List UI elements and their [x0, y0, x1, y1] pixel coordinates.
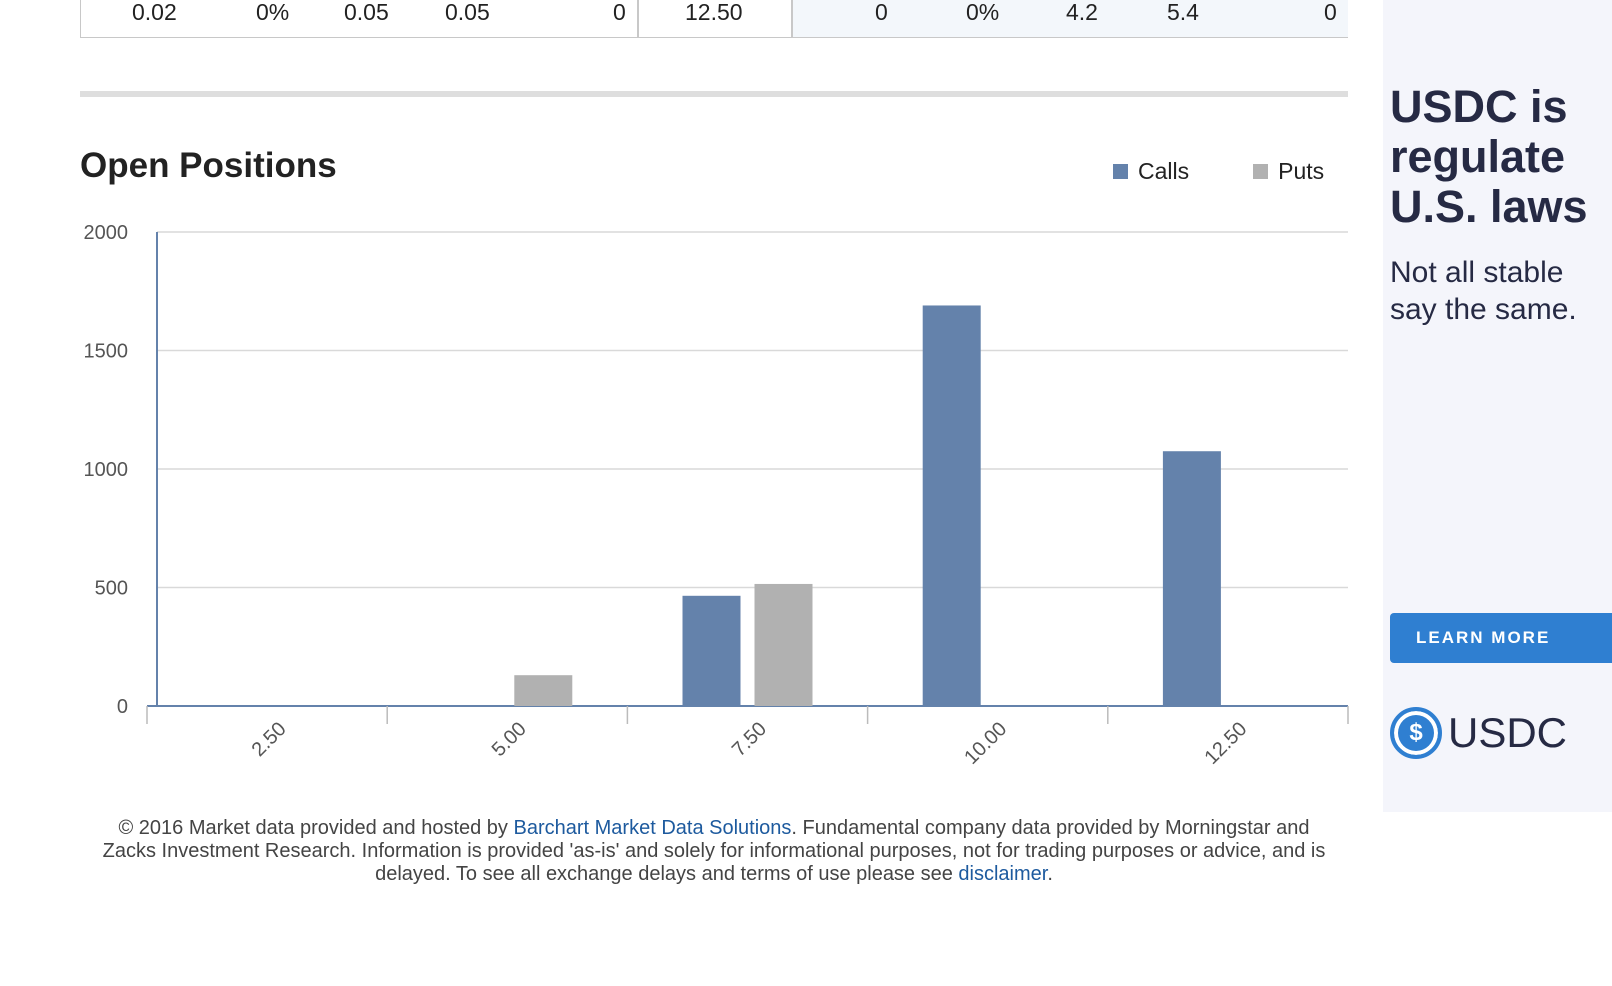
legend-label-calls: Calls: [1138, 158, 1190, 184]
table-cell: 0: [875, 0, 888, 25]
legend-label-puts: Puts: [1278, 158, 1325, 184]
y-tick-label: 1000: [84, 459, 129, 481]
x-tick-label: 12.50: [1200, 718, 1251, 769]
y-tick-label: 500: [95, 578, 128, 600]
bar-calls: [922, 305, 981, 706]
table-cell: 0: [613, 0, 626, 25]
learn-more-button[interactable]: LEARN MORE: [1390, 613, 1612, 663]
ad-logo-text: USDC: [1448, 709, 1568, 756]
table-separator: [637, 0, 639, 37]
bar-puts: [754, 583, 813, 706]
table-cell: 0.02: [132, 0, 177, 25]
ad-logo: $ USDC: [1390, 707, 1567, 759]
x-tick-label: 2.50: [248, 718, 291, 761]
ad-subtext: Not all stable say the same.: [1390, 256, 1577, 326]
legend-item-calls[interactable]: Calls: [1113, 158, 1189, 185]
footer-text: .: [1047, 863, 1053, 885]
x-tick-label: 10.00: [960, 718, 1011, 769]
ad-headline: USDC is regulate U.S. laws: [1390, 81, 1588, 232]
bar-calls: [682, 595, 741, 706]
footer-text: . Fundamental company data provided by M…: [102, 817, 1326, 885]
options-table-row: 0.02 0% 0.05 0.05 0 12.50 0 0% 4.2 5.4 0: [80, 0, 1348, 38]
legend-swatch-puts: [1253, 164, 1269, 179]
table-cell: 0%: [966, 0, 1000, 25]
table-cell: 4.2: [1066, 0, 1098, 25]
dollar-coin-icon: $: [1390, 707, 1442, 759]
table-cell: 0.05: [445, 0, 490, 25]
dollar-symbol: $: [1409, 719, 1423, 746]
legend-item-puts[interactable]: Puts: [1253, 158, 1324, 185]
bar-calls: [1162, 451, 1221, 706]
table-cell: 5.4: [1167, 0, 1199, 25]
table-separator: [791, 0, 793, 37]
open-positions-chart: 0 500 1000 1500 2000 2.50 5.00 7.50 10.00 12.50: [84, 222, 1349, 769]
y-tick-label: 2000: [84, 222, 129, 244]
section-title: Open Positions: [80, 146, 337, 185]
y-tick-label: 0: [117, 696, 128, 718]
section-divider: [80, 91, 1348, 97]
legend-swatch-calls: [1113, 164, 1128, 179]
table-cell: 0.05: [344, 0, 389, 25]
table-cell: 12.50: [685, 0, 743, 25]
bar-puts: [514, 675, 573, 706]
barchart-link[interactable]: Barchart Market Data Solutions: [513, 817, 792, 839]
footer-disclaimer: © 2016 Market data provided and hosted b…: [90, 817, 1338, 886]
advertisement[interactable]: USDC is regulate U.S. laws Not all stabl…: [1383, 0, 1612, 812]
y-tick-label: 1500: [84, 341, 129, 363]
footer-text: © 2016 Market data provided and hosted b…: [118, 817, 514, 839]
disclaimer-link[interactable]: disclaimer: [958, 863, 1048, 885]
table-cell: 0%: [256, 0, 290, 25]
chart-legend: Calls Puts: [1113, 158, 1324, 185]
x-tick-label: 7.50: [728, 718, 771, 761]
x-tick-label: 5.00: [488, 718, 531, 761]
puts-column-shade: [792, 0, 1348, 37]
table-cell: 0: [1324, 0, 1337, 25]
